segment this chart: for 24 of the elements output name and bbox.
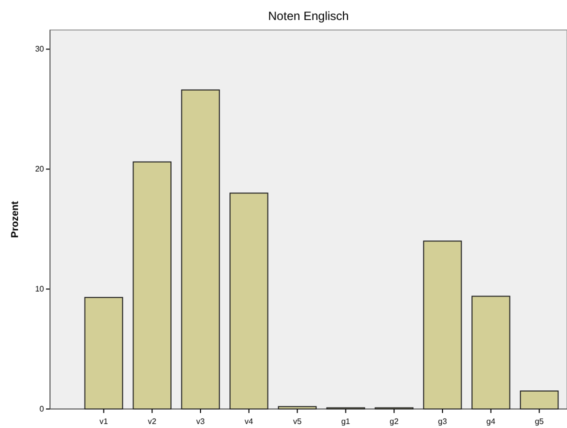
x-tick-label: v3 <box>196 417 206 426</box>
y-axis-title: Prozent <box>10 200 21 238</box>
y-tick-label: 20 <box>35 164 45 174</box>
bar <box>132 161 172 410</box>
bar <box>520 390 559 410</box>
bar <box>423 240 462 410</box>
y-tick-label: 30 <box>35 44 45 54</box>
x-tick-label: g3 <box>438 417 448 426</box>
bar <box>472 296 510 410</box>
x-tick-label: v4 <box>244 417 254 426</box>
x-tick-label: g4 <box>486 417 496 426</box>
x-tick-label: g5 <box>534 417 544 426</box>
y-tick-label: 0 <box>40 404 45 414</box>
bar <box>84 296 124 410</box>
bar <box>181 89 220 410</box>
x-tick-label: v1 <box>99 417 108 426</box>
bar <box>278 406 317 410</box>
x-tick-label: g2 <box>390 417 400 426</box>
x-tick-label: v5 <box>293 417 302 426</box>
x-tick-label: g1 <box>341 417 351 426</box>
x-tick-label: v2 <box>148 417 157 426</box>
bar <box>230 192 268 410</box>
y-tick-label: 10 <box>35 284 45 294</box>
chart-title: Noten Englisch <box>268 9 349 23</box>
